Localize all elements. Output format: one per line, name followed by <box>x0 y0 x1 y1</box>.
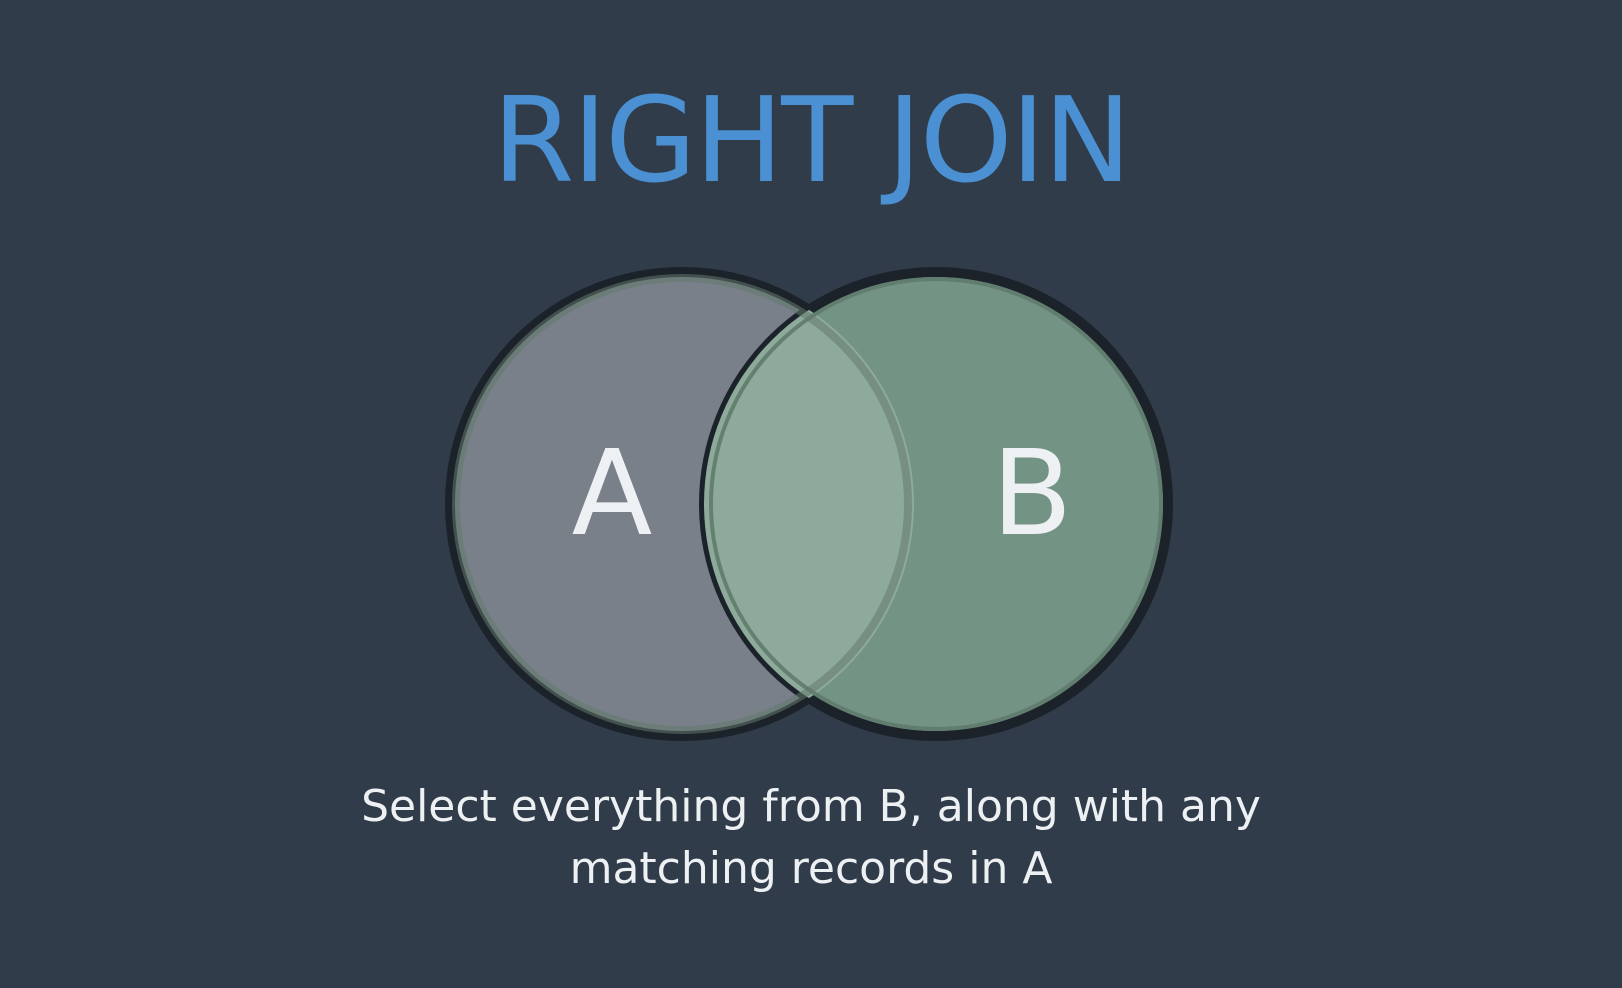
set-b-label: B <box>992 424 1073 562</box>
intersection-region <box>704 272 914 736</box>
set-a-label: A <box>572 424 653 562</box>
set-b-inner-outline <box>709 277 1163 731</box>
caption-line-1: Select everything from B, along with any <box>361 781 1261 832</box>
diagram-caption: Select everything from B, along with any… <box>0 776 1622 900</box>
diagram-title: RIGHT JOIN <box>492 71 1131 209</box>
caption-line-2: matching records in A <box>569 843 1053 894</box>
set-a-inner-outline <box>452 274 912 734</box>
